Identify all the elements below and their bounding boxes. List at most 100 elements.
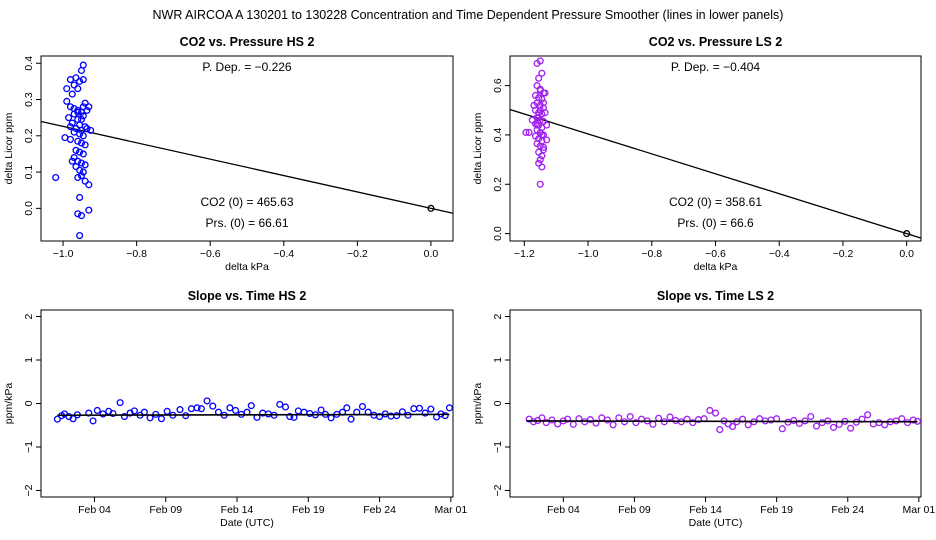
data-point: [729, 422, 737, 431]
x-tick-label: Feb 19: [292, 504, 325, 516]
data-point: [294, 407, 302, 415]
data-point: [66, 103, 74, 111]
panel-title: Slope vs. Time LS 2: [657, 289, 774, 303]
data-point: [535, 148, 543, 156]
data-point: [74, 137, 82, 145]
x-tick-label: 0.0: [424, 248, 439, 260]
data-layer: [510, 57, 921, 239]
data-point: [232, 406, 240, 415]
data-point: [542, 419, 550, 427]
data-point: [655, 414, 663, 422]
data-point: [72, 74, 80, 82]
x-tick-label: Feb 14: [689, 504, 722, 516]
data-point: [592, 419, 600, 427]
data-point: [376, 412, 384, 421]
data-point: [66, 123, 74, 131]
y-tick-label: 2: [23, 313, 35, 319]
x-tick-label: Feb 24: [831, 504, 864, 516]
data-point: [77, 212, 86, 220]
data-point: [79, 76, 87, 84]
data-point: [603, 416, 611, 424]
data-point: [193, 404, 201, 412]
data-point: [74, 173, 82, 182]
data-point: [203, 397, 211, 405]
x-tick-label: −0.6: [705, 248, 726, 260]
data-point: [76, 77, 84, 85]
data-point: [666, 413, 674, 421]
data-point: [187, 405, 195, 413]
data-point: [247, 402, 255, 410]
panel-ls_time: Slope vs. Time LS 2 Feb 04 Feb 09 Feb 14 Feb…: [472, 289, 935, 529]
data-point: [535, 74, 543, 82]
x-tick-label: −0.6: [200, 248, 221, 260]
x-tick-label: Mar 01: [903, 504, 936, 516]
figure-title: NWR AIRCOA A 130201 to 130228 Concentrat…: [153, 8, 784, 22]
data-point: [528, 116, 536, 124]
x-axis-label: delta kPa: [694, 261, 738, 273]
data-point: [52, 173, 60, 182]
data-point: [79, 132, 87, 140]
data-point: [539, 143, 548, 151]
data-point: [83, 106, 91, 114]
x-tick-label: Mar 01: [435, 504, 468, 516]
x-tick-label: 0.0: [899, 248, 914, 260]
data-point: [711, 409, 720, 417]
data-point: [61, 134, 69, 142]
data-point: [535, 114, 543, 122]
data-point: [536, 57, 544, 65]
y-tick-label: 0: [492, 400, 504, 406]
data-point: [176, 406, 184, 414]
x-tick-label: Feb 14: [221, 504, 254, 516]
data-point: [649, 420, 657, 428]
data-point: [120, 412, 128, 421]
y-tick-label: 1: [492, 357, 504, 363]
x-tick-label: −0.2: [833, 248, 854, 260]
data-point: [93, 406, 101, 415]
y-tick-label: 2: [492, 313, 504, 319]
data-point: [427, 405, 435, 413]
data-point: [358, 402, 367, 411]
data-point: [892, 417, 900, 425]
plot-frame: [509, 55, 922, 242]
data-point: [615, 414, 623, 422]
data-layer: [41, 61, 453, 240]
data-point: [716, 426, 724, 434]
data-point: [445, 404, 453, 412]
data-point: [807, 412, 815, 421]
panel-title: CO2 vs. Pressure HS 2: [180, 35, 315, 49]
smoother-line: [526, 420, 918, 423]
data-point: [281, 403, 290, 411]
annotation-co2-0: CO2 (0) = 465.63: [200, 195, 293, 209]
x-axis-label: Date (UTC): [220, 517, 274, 529]
plot-frame: [40, 309, 454, 498]
y-axis-label: delta Licor ppm: [3, 112, 15, 184]
y-tick-label: −2: [492, 484, 504, 496]
y-axis-label: ppm/kPa: [472, 383, 484, 425]
data-point: [536, 156, 544, 164]
plot-frame: [40, 55, 454, 242]
y-tick-label: 0.6: [492, 78, 504, 93]
fit-line: [510, 108, 921, 239]
data-point: [689, 419, 697, 427]
data-point: [306, 409, 314, 418]
data-point: [116, 399, 124, 407]
x-tick-label: −1.2: [514, 248, 535, 260]
x-axis-label: delta kPa: [225, 261, 269, 273]
data-point: [632, 419, 640, 427]
data-point: [81, 141, 89, 149]
data-point: [317, 406, 325, 414]
data-point: [522, 128, 530, 137]
data-point: [163, 407, 171, 415]
data-point: [525, 128, 533, 137]
panels: CO2 vs. Pressure HS 2 −1.0 −0.8 −0.6 −0.4 −0.…: [3, 35, 935, 529]
data-point: [536, 86, 544, 95]
x-tick-label: −0.8: [641, 248, 662, 260]
data-point: [538, 131, 546, 139]
y-tick-label: 0.0: [23, 201, 35, 216]
data-point: [76, 193, 84, 202]
data-point: [626, 412, 634, 421]
data-point: [77, 115, 86, 124]
data-point: [533, 121, 541, 129]
data-point: [68, 90, 76, 98]
